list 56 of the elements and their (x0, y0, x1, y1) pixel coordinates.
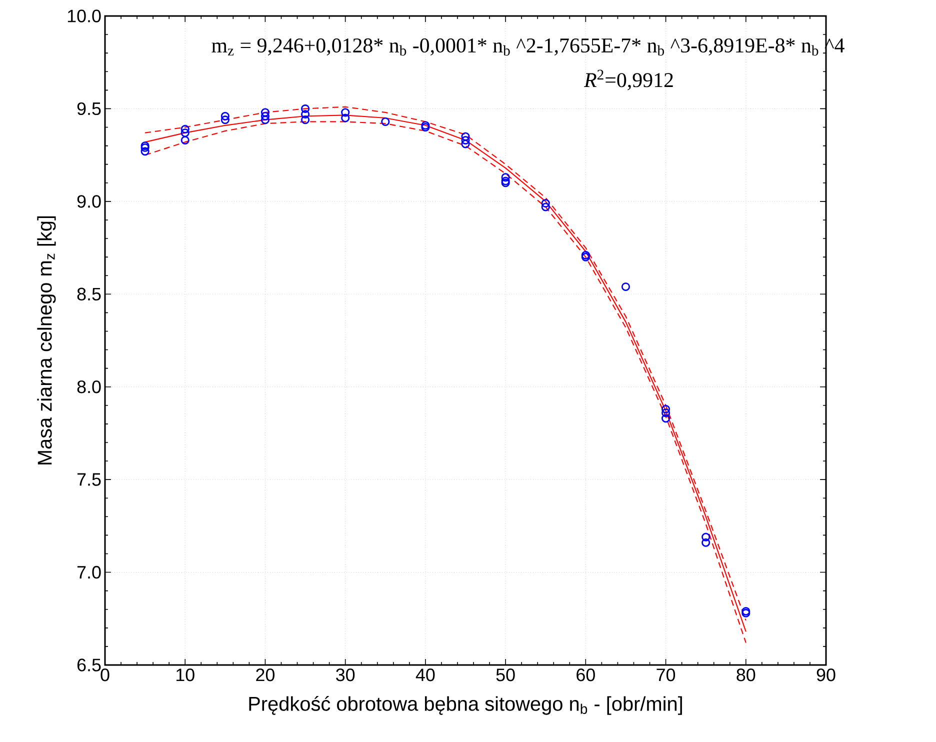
y-tick-label: 7.0 (77, 566, 101, 579)
point (300, 116, 310, 124)
x-tick-label: 60 (576, 668, 595, 682)
point (140, 147, 150, 156)
y-tick-label: 7.5 (77, 473, 101, 486)
x-axis-title: Prędkość obrotowa bębna sitowego n$_{b}$ - [obr/min] (249, 696, 682, 715)
point (260, 116, 270, 124)
x-tick-label: 70 (656, 668, 676, 682)
point (661, 414, 670, 423)
point (180, 136, 190, 145)
point (300, 104, 310, 113)
point (461, 136, 470, 145)
y-tick-label: 10.0 (68, 10, 101, 22)
x-tick-label: 30 (336, 668, 355, 682)
point (421, 122, 430, 132)
x-tick-label: 50 (496, 668, 515, 682)
y-axis-title: Masa ziarna celnego m$_{z}$ [kg] (37, 216, 56, 464)
point (742, 608, 750, 618)
point (381, 117, 390, 126)
point (541, 202, 550, 212)
point (661, 404, 670, 414)
y-tick-label: 9.0 (77, 195, 101, 208)
point (220, 112, 230, 120)
point (742, 606, 750, 616)
x-tick-label: 80 (736, 668, 756, 682)
point (220, 116, 230, 124)
point (260, 108, 270, 117)
point (581, 252, 590, 262)
x-tick-label: 20 (256, 668, 274, 682)
point (702, 532, 710, 542)
point (180, 124, 190, 134)
point (501, 173, 510, 182)
x-tick-label: 90 (816, 668, 836, 682)
point (581, 250, 590, 260)
point (702, 538, 710, 547)
point (260, 112, 270, 120)
point (461, 140, 470, 148)
y-tick-label: 9.5 (77, 102, 101, 116)
y-tick-label: 8.0 (77, 380, 101, 394)
point (461, 132, 470, 141)
point (661, 408, 670, 418)
point (541, 198, 550, 208)
point (180, 128, 190, 138)
x-tick-label: 10 (176, 668, 194, 682)
x-tick-label: 40 (416, 668, 435, 682)
point (341, 108, 350, 117)
annotation: R$^{2}$=0,9912 (584, 70, 673, 90)
point (501, 176, 510, 186)
y-tick-label: 6.5 (77, 658, 101, 672)
x-tick-label: 0 (100, 668, 110, 682)
point (501, 178, 510, 188)
point (621, 282, 630, 292)
point (341, 114, 350, 122)
y-tick-label: 8.5 (77, 288, 101, 300)
point (300, 110, 310, 119)
point (421, 121, 430, 130)
